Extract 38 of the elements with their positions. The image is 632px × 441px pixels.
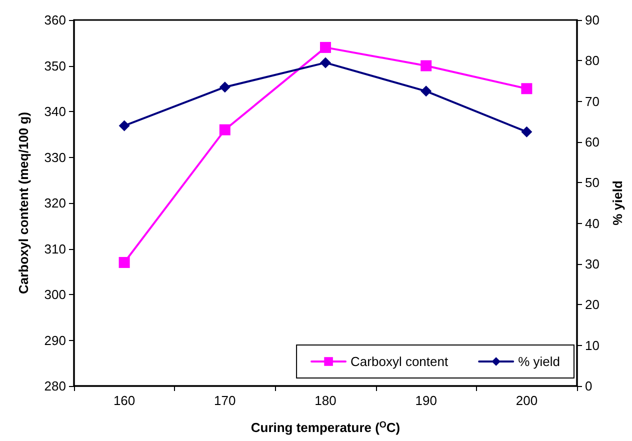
point (118, 120, 130, 132)
y-tick-label: 320 (44, 196, 66, 210)
point (219, 82, 230, 93)
y-tick-label: 360 (44, 12, 66, 28)
y2-tick-label: 30 (585, 256, 600, 272)
y2-tick-label: 60 (585, 134, 600, 150)
y-tick-label: 300 (44, 287, 66, 302)
legend-label: Carboxyl content (350, 354, 448, 369)
y-tick-label: 350 (44, 58, 66, 74)
x-tick-label: 160 (113, 393, 136, 408)
y-tick-label: 310 (44, 241, 66, 256)
y2-tick-label: 70 (585, 94, 600, 109)
y2-tick-label: 0 (585, 378, 592, 394)
point (320, 57, 331, 68)
y2-axis-title: % yield (610, 180, 625, 226)
point (219, 124, 230, 136)
x-tick-label: 190 (415, 393, 437, 408)
point (521, 126, 532, 138)
y-axis-title: Carboxyl content (meq/100 g) (16, 112, 31, 294)
y2-tick-label: 80 (585, 53, 600, 68)
x-tick-label: 170 (214, 393, 236, 408)
point (320, 42, 331, 53)
y-tick-label: 340 (44, 104, 66, 119)
point (420, 86, 432, 97)
y-tick-label: 280 (44, 378, 66, 394)
point (420, 60, 432, 72)
x-tick-label: 200 (516, 393, 538, 408)
y-tick-label: 290 (44, 332, 66, 348)
y2-tick-label: 40 (585, 216, 600, 231)
y2-tick-label: 20 (585, 297, 600, 312)
y2-tick-label: 10 (585, 338, 600, 353)
y2-tick-label: 50 (585, 175, 600, 190)
x-tick-label: 180 (314, 393, 336, 408)
y-tick-label: 330 (44, 150, 66, 165)
y2-tick-label: 90 (585, 12, 600, 28)
point (521, 83, 532, 94)
point (118, 256, 130, 268)
legend-label: % yield (518, 354, 560, 369)
